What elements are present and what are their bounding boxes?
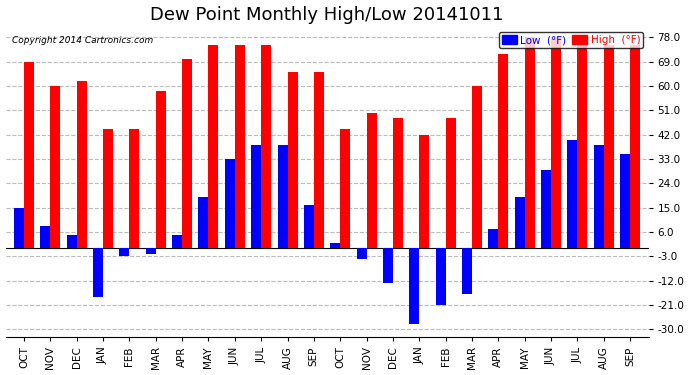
Bar: [498, 54, 509, 248]
Bar: [340, 129, 351, 248]
Bar: [551, 37, 561, 248]
Bar: [420, 135, 429, 248]
Bar: [620, 153, 630, 248]
Bar: [130, 129, 139, 248]
Bar: [182, 59, 192, 248]
Bar: [409, 248, 420, 324]
Bar: [277, 146, 288, 248]
Bar: [304, 205, 314, 248]
Bar: [567, 140, 578, 248]
Legend: Low  (°F), High  (°F): Low (°F), High (°F): [499, 32, 643, 48]
Bar: [472, 86, 482, 248]
Bar: [67, 235, 77, 248]
Bar: [604, 45, 614, 248]
Bar: [225, 159, 235, 248]
Bar: [630, 45, 640, 248]
Bar: [393, 118, 403, 248]
Bar: [515, 197, 524, 248]
Bar: [156, 92, 166, 248]
Bar: [524, 37, 535, 248]
Bar: [172, 235, 182, 248]
Title: Dew Point Monthly High/Low 20141011: Dew Point Monthly High/Low 20141011: [150, 6, 504, 24]
Bar: [446, 118, 455, 248]
Bar: [251, 146, 262, 248]
Bar: [93, 248, 103, 297]
Bar: [435, 248, 446, 305]
Bar: [103, 129, 113, 248]
Bar: [208, 45, 219, 248]
Bar: [24, 62, 34, 248]
Bar: [288, 72, 297, 248]
Bar: [40, 226, 50, 248]
Bar: [593, 146, 604, 248]
Bar: [541, 170, 551, 248]
Bar: [119, 248, 130, 256]
Bar: [14, 208, 24, 248]
Bar: [331, 243, 340, 248]
Bar: [50, 86, 60, 248]
Bar: [199, 197, 208, 248]
Text: Copyright 2014 Cartronics.com: Copyright 2014 Cartronics.com: [12, 36, 153, 45]
Bar: [262, 45, 271, 248]
Bar: [146, 248, 156, 254]
Bar: [462, 248, 472, 294]
Bar: [366, 113, 377, 248]
Bar: [235, 45, 245, 248]
Bar: [314, 72, 324, 248]
Bar: [383, 248, 393, 283]
Bar: [489, 229, 498, 248]
Bar: [357, 248, 366, 259]
Bar: [77, 81, 87, 248]
Bar: [578, 37, 587, 248]
